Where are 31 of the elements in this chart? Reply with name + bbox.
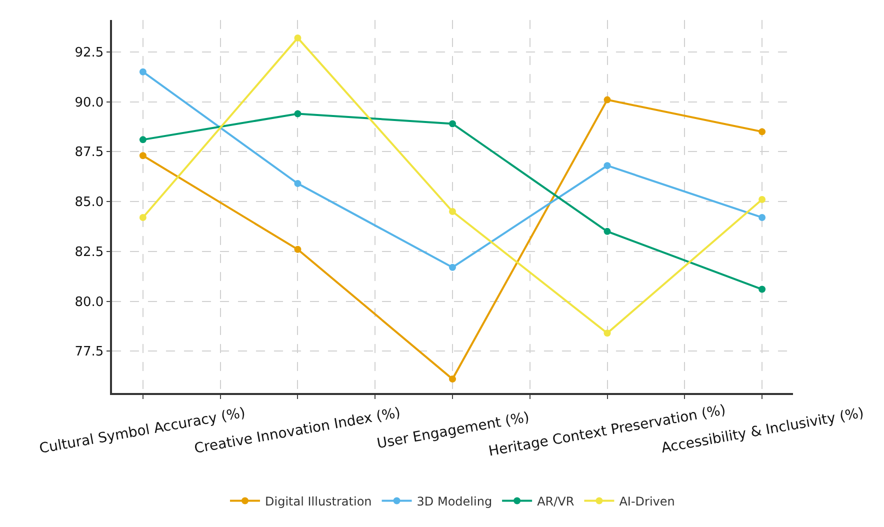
y-tick-label: 80.0 — [74, 294, 104, 310]
y-tick-label: 92.5 — [74, 45, 104, 60]
legend-label: AR/VR — [537, 494, 574, 508]
point — [758, 286, 766, 293]
point — [139, 68, 146, 76]
y-tick-label: 85.0 — [74, 195, 104, 210]
y-tick-label: 87.5 — [74, 145, 104, 160]
y-tick-label: 82.5 — [74, 244, 104, 260]
point — [604, 228, 611, 235]
point — [139, 152, 146, 160]
point — [449, 376, 456, 383]
point — [758, 214, 766, 221]
legend-label: AI-Driven — [619, 494, 675, 508]
point — [294, 34, 302, 42]
point — [294, 246, 302, 253]
point — [758, 128, 766, 136]
legend-label: Digital Illustration — [265, 494, 372, 508]
point — [449, 264, 456, 271]
point — [139, 136, 146, 144]
legend-label: 3D Modeling — [416, 494, 492, 508]
point — [449, 208, 456, 215]
y-tick-label: 90.0 — [74, 95, 104, 110]
point — [294, 180, 302, 188]
point — [604, 162, 611, 170]
y-tick-label: 77.5 — [74, 344, 104, 360]
point — [604, 96, 611, 104]
point — [139, 214, 146, 221]
point — [604, 330, 611, 337]
point — [449, 120, 456, 128]
point — [294, 110, 302, 118]
point — [758, 196, 766, 204]
